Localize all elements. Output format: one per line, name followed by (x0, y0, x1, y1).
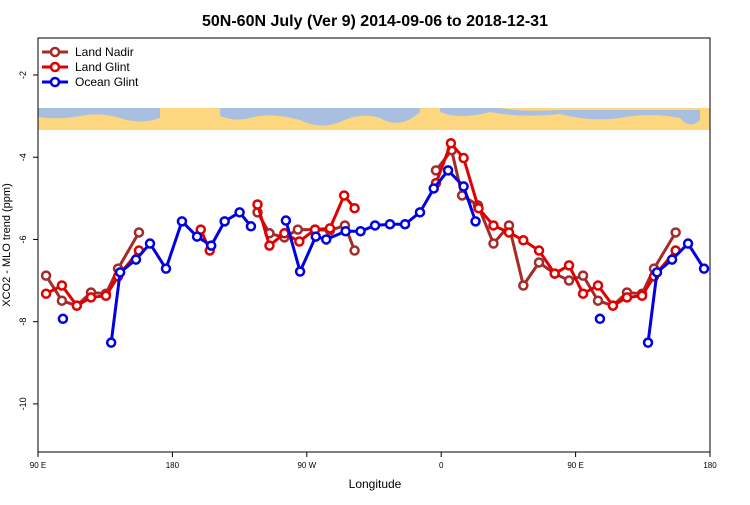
data-point (349, 202, 360, 214)
series-line (109, 168, 706, 343)
data-point (503, 227, 515, 238)
map-ocean (440, 108, 700, 125)
data-point (133, 227, 145, 238)
data-point (682, 238, 694, 249)
legend-marker (49, 61, 61, 73)
y-tick-label: -8 (18, 318, 28, 326)
data-point (445, 137, 457, 149)
data-point (294, 266, 306, 277)
legend-marker (49, 46, 61, 58)
data-point (607, 300, 619, 311)
x-tick-label: 0 (439, 461, 444, 470)
data-point (533, 257, 545, 268)
data-point (592, 295, 604, 306)
data-point (428, 183, 439, 194)
data-point (666, 254, 678, 265)
x-tick-label: 90 E (567, 461, 583, 470)
map-ocean (220, 108, 420, 126)
data-point (191, 231, 203, 242)
data-point (338, 190, 350, 201)
data-point (40, 270, 52, 281)
data-point (105, 337, 117, 348)
data-point (488, 238, 499, 249)
map-ocean (38, 108, 160, 122)
data-point (592, 280, 604, 291)
data-point (320, 234, 332, 245)
data-point (670, 227, 681, 238)
data-point (176, 216, 188, 227)
data-point (384, 218, 396, 230)
data-point (294, 236, 305, 247)
data-point (280, 215, 292, 226)
data-point (264, 240, 275, 251)
data-point (40, 288, 52, 299)
data-point (698, 263, 710, 274)
data-point (56, 295, 68, 306)
data-point (563, 275, 575, 286)
data-point (292, 224, 304, 235)
data-point (130, 254, 142, 265)
data-point (594, 313, 606, 325)
data-point (518, 235, 529, 246)
data-point (414, 207, 426, 218)
data-point (56, 280, 68, 291)
y-axis-label: XCO2 - MLO trend (ppm) (1, 183, 13, 306)
legend-label: Land Nadir (75, 45, 134, 59)
data-point (563, 260, 575, 271)
chart-title: 50N-60N July (Ver 9) 2014-09-06 to 2018-… (202, 13, 548, 30)
data-point (473, 202, 484, 214)
data-point (577, 288, 589, 299)
y-tick-label: -2 (18, 71, 28, 79)
data-point (245, 221, 257, 232)
x-tick-label: 90 W (297, 461, 316, 470)
data-point (518, 280, 529, 291)
data-point (114, 267, 126, 278)
data-point (57, 313, 69, 325)
data-point (234, 207, 245, 218)
legend-label: Ocean Glint (75, 75, 139, 89)
data-point (533, 245, 545, 256)
x-tick-label: 90 E (30, 461, 46, 470)
data-point (488, 220, 499, 231)
y-tick-label: -10 (18, 397, 28, 410)
data-point (458, 181, 469, 192)
data-point (651, 267, 663, 278)
data-point (577, 270, 589, 281)
y-tick-label: -6 (18, 235, 28, 243)
data-point (642, 337, 654, 348)
data-point (219, 216, 230, 227)
data-point (85, 292, 97, 303)
y-tick-label: -4 (18, 153, 28, 161)
data-point (549, 268, 560, 279)
data-point (100, 290, 112, 302)
data-point (470, 216, 481, 227)
legend-label: Land Glint (75, 60, 130, 74)
data-point (621, 292, 633, 303)
data-point (349, 245, 360, 256)
data-point (324, 223, 336, 234)
x-tick-label: 180 (166, 461, 180, 470)
map-strip (38, 108, 710, 130)
series-line (45, 140, 677, 308)
legend-marker (49, 76, 61, 88)
data-point (252, 199, 263, 210)
x-axis-label: Longitude (349, 477, 402, 491)
data-point (355, 225, 366, 237)
data-point (636, 290, 648, 302)
plot-frame (37, 37, 711, 453)
data-point (340, 225, 351, 237)
data-point (442, 165, 454, 176)
data-point (205, 240, 217, 251)
data-point (369, 220, 381, 231)
data-point (160, 263, 172, 274)
data-point (71, 300, 83, 311)
data-point (399, 218, 411, 230)
data-point (310, 231, 322, 242)
data-point (458, 152, 469, 164)
data-point (144, 238, 156, 249)
x-tick-label: 180 (703, 461, 717, 470)
